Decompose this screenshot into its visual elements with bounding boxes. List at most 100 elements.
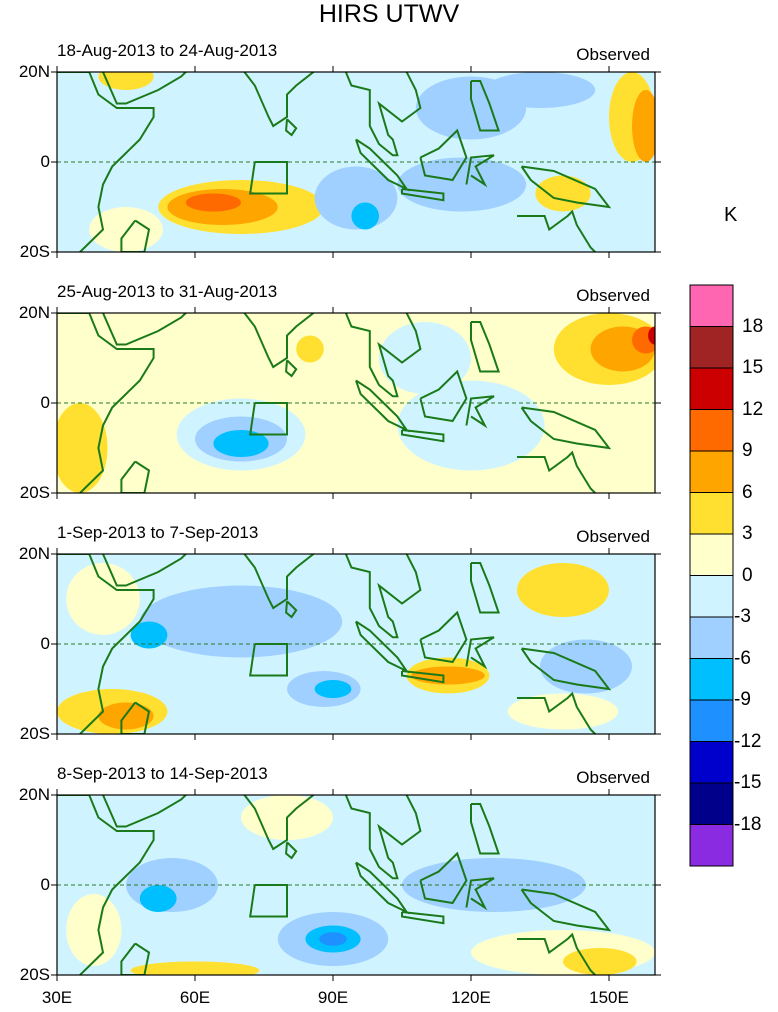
y-tick-label: 20S: [19, 724, 50, 743]
colorbar-tick-label: -12: [734, 730, 762, 752]
anomaly-contour-region: [57, 403, 108, 493]
coastline: [470, 562, 500, 614]
anomaly-contour-region: [89, 207, 163, 252]
coastline: [285, 841, 298, 860]
colorbar-swatch: [689, 658, 734, 701]
anomaly-contour-region: [648, 326, 655, 345]
coastline: [243, 72, 422, 157]
panel-observed-label: Observed: [576, 527, 650, 546]
y-tick-label: 0: [40, 152, 50, 171]
y-tick-label: 20N: [18, 62, 50, 81]
coastline: [517, 209, 596, 252]
anomaly-contour-region: [139, 585, 343, 658]
colorbar-swatch: [689, 533, 734, 576]
anomaly-contour-region: [130, 621, 168, 649]
coastline: [401, 429, 445, 443]
coastline: [243, 554, 422, 639]
panel-period-title: 8-Sep-2013 to 14-Sep-2013: [57, 764, 268, 783]
coastline: [401, 670, 445, 684]
coastline: [419, 610, 468, 664]
colorbar-tick-label: 9: [742, 440, 753, 461]
figure-title: HIRS UTWV: [318, 0, 460, 28]
coastline: [470, 321, 500, 373]
anomaly-contour-region: [411, 666, 485, 685]
coastline: [520, 647, 612, 691]
anomaly-contour-region: [351, 202, 380, 230]
y-tick-label: 20N: [18, 303, 50, 322]
anomaly-contour-region: [507, 693, 619, 730]
anomaly-contour-region: [185, 193, 241, 212]
coastline: [120, 219, 151, 252]
colorbar-swatch: [689, 616, 734, 659]
colorbar-swatch: [689, 782, 734, 825]
coastline: [102, 554, 188, 587]
colorbar-tick-label: -9: [734, 689, 751, 710]
coastline: [419, 851, 468, 905]
panel-period-title: 1-Sep-2013 to 7-Sep-2013: [57, 523, 259, 542]
panel-observed-label: Observed: [576, 768, 650, 787]
coastline: [120, 460, 151, 493]
colorbar-tick-label: 3: [742, 523, 753, 544]
panel-observed-label: Observed: [576, 286, 650, 305]
panel-observed-label: Observed: [576, 45, 650, 64]
colorbar-swatch: [689, 450, 734, 493]
coastline: [419, 128, 468, 182]
y-tick-label: 20S: [19, 483, 50, 502]
coastline: [243, 795, 422, 880]
y-tick-label: 20S: [19, 965, 50, 984]
coastline: [517, 691, 596, 734]
coastline: [57, 795, 155, 975]
coastline: [102, 72, 188, 105]
coastline: [465, 154, 495, 188]
x-tick-label: 90E: [317, 988, 349, 1007]
anomaly-contour-region: [66, 563, 140, 635]
colorbar-swatch: [689, 409, 734, 452]
coastline: [401, 911, 445, 925]
map-panel-4: [51, 789, 661, 981]
anomaly-contour-region: [517, 563, 609, 617]
anomaly-contour-region: [130, 961, 260, 975]
y-tick-label: 20N: [18, 544, 50, 563]
colorbar-unit-label: K: [724, 204, 738, 226]
map-panel-3: [51, 548, 661, 740]
coastline: [470, 803, 500, 855]
coastline: [470, 80, 500, 132]
x-tick-label: 120E: [451, 988, 491, 1007]
x-tick-label: 30E: [41, 988, 73, 1007]
region-box: [249, 402, 288, 436]
x-tick-label: 60E: [179, 988, 211, 1007]
anomaly-contour-region: [632, 90, 655, 162]
colorbar-tick-label: -18: [734, 813, 762, 835]
colorbar-tick-label: 0: [742, 564, 753, 586]
coastline: [57, 313, 155, 493]
colorbar-tick-label: 12: [742, 398, 764, 420]
panel-period-title: 25-Aug-2013 to 31-Aug-2013: [57, 282, 278, 301]
colorbar-swatch: [689, 575, 734, 618]
anomaly-contour-region: [296, 335, 324, 363]
anomaly-contour-region: [213, 430, 269, 457]
y-tick-label: 0: [40, 393, 50, 412]
anomaly-contour-region: [484, 72, 596, 108]
coastline: [517, 932, 596, 975]
colorbar-tick-label: 18: [742, 315, 764, 337]
coastline: [285, 118, 298, 137]
coastline: [120, 942, 151, 975]
region-box: [249, 643, 288, 677]
map-panel-1: [51, 66, 661, 258]
anomaly-contour-region: [535, 175, 591, 212]
colorbar: [689, 284, 734, 867]
anomaly-contour-region: [563, 948, 637, 975]
panel-period-title: 18-Aug-2013 to 24-Aug-2013: [57, 41, 278, 60]
coastline: [465, 395, 495, 429]
colorbar-tick-label: -3: [734, 606, 751, 627]
coastline: [57, 554, 155, 734]
anomaly-contour-region: [98, 72, 154, 90]
coastline: [520, 406, 612, 450]
colorbar-tick-label: -15: [734, 772, 762, 793]
y-tick-label: 20S: [19, 242, 50, 261]
coastline: [285, 600, 298, 619]
colorbar-tick-label: 6: [742, 481, 753, 503]
map-panel-2: [51, 307, 661, 499]
